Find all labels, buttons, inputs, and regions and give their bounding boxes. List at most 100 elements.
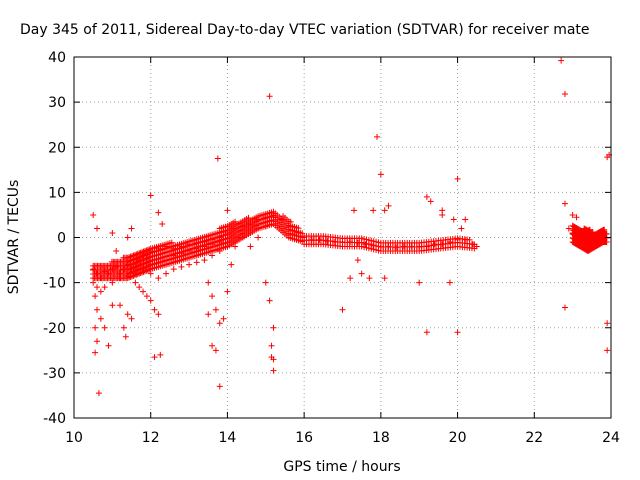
data-point: [113, 263, 120, 270]
data-point: [255, 234, 262, 241]
band-point: [131, 251, 138, 258]
data-point: [316, 236, 323, 243]
data-point: [285, 223, 292, 230]
data-point: [90, 211, 97, 218]
data-point: [454, 236, 461, 243]
data-point: [136, 257, 143, 264]
x-tick-label: 20: [449, 430, 467, 446]
data-point: [561, 200, 568, 207]
band-point: [136, 250, 143, 257]
data-point: [604, 320, 611, 327]
data-point: [439, 211, 446, 218]
data-point: [301, 234, 308, 241]
data-point: [97, 275, 104, 282]
data-point: [155, 245, 162, 252]
data-point: [224, 243, 231, 250]
data-point: [109, 229, 116, 236]
data-point: [147, 192, 154, 199]
x-tick-label: 14: [219, 430, 237, 446]
data-point: [140, 266, 147, 273]
data-point: [109, 266, 116, 273]
data-point: [124, 311, 131, 318]
data-point: [216, 383, 223, 390]
data-point: [224, 229, 231, 236]
data-point: [224, 288, 231, 295]
data-point: [561, 304, 568, 311]
data-point: [101, 324, 108, 331]
data-point: [157, 351, 164, 358]
data-point: [97, 288, 104, 295]
data-point: [216, 320, 223, 327]
data-point: [155, 275, 162, 282]
data-point: [186, 248, 193, 255]
data-point: [270, 324, 277, 331]
y-tick-label: 40: [48, 50, 66, 66]
data-point: [247, 220, 254, 227]
data-point: [393, 244, 400, 251]
data-point: [94, 270, 101, 277]
y-tick-label: 0: [57, 231, 66, 247]
data-point: [423, 193, 430, 200]
data-point: [120, 324, 127, 331]
data-point: [163, 257, 170, 264]
data-point: [324, 238, 331, 245]
band-point: [168, 239, 175, 246]
data-point: [178, 263, 185, 270]
data-point: [293, 229, 300, 236]
data-point: [374, 133, 381, 140]
x-tick-label: 22: [525, 430, 543, 446]
data-point: [339, 306, 346, 313]
data-point: [124, 234, 131, 241]
data-point: [446, 279, 453, 286]
data-point: [132, 270, 139, 277]
band-point: [139, 249, 146, 256]
data-point: [446, 239, 453, 246]
data-point: [604, 347, 611, 354]
data-point: [155, 311, 162, 318]
data-point: [201, 243, 208, 250]
data-point: [94, 225, 101, 232]
y-tick-label: 20: [48, 140, 66, 156]
data-point: [347, 239, 354, 246]
data-point: [247, 243, 254, 250]
data-point: [600, 229, 607, 236]
data-point: [120, 266, 127, 273]
data-point: [159, 220, 166, 227]
band-point: [133, 251, 140, 258]
data-point: [255, 216, 262, 223]
data-point: [101, 284, 108, 291]
data-point: [278, 216, 285, 223]
data-point: [462, 216, 469, 223]
data-point: [113, 248, 120, 255]
data-point: [143, 250, 150, 257]
data-point: [193, 239, 200, 246]
data-point: [228, 261, 235, 268]
data-point: [431, 241, 438, 248]
data-point: [105, 342, 112, 349]
band-point: [124, 254, 131, 261]
chart-title: Day 345 of 2011, Sidereal Day-to-day VTE…: [20, 22, 590, 38]
data-point: [128, 266, 135, 273]
data-marks: [90, 57, 613, 397]
data-point: [458, 225, 465, 232]
data-point: [140, 252, 147, 259]
band-point: [130, 252, 137, 259]
data-point: [92, 293, 99, 300]
x-tick-label: 16: [295, 430, 313, 446]
data-point: [105, 270, 112, 277]
data-point: [170, 266, 177, 273]
data-point: [147, 297, 154, 304]
data-point: [147, 248, 154, 255]
data-point: [385, 243, 392, 250]
data-point: [247, 229, 254, 236]
data-point: [224, 207, 231, 214]
data-point: [232, 225, 239, 232]
y-axis-label: SDTVAR / TECUs: [6, 180, 22, 295]
data-point: [101, 268, 108, 275]
data-point: [178, 250, 185, 257]
data-point: [136, 284, 143, 291]
data-point: [308, 236, 315, 243]
band-point: [295, 225, 302, 232]
data-point: [270, 211, 277, 218]
